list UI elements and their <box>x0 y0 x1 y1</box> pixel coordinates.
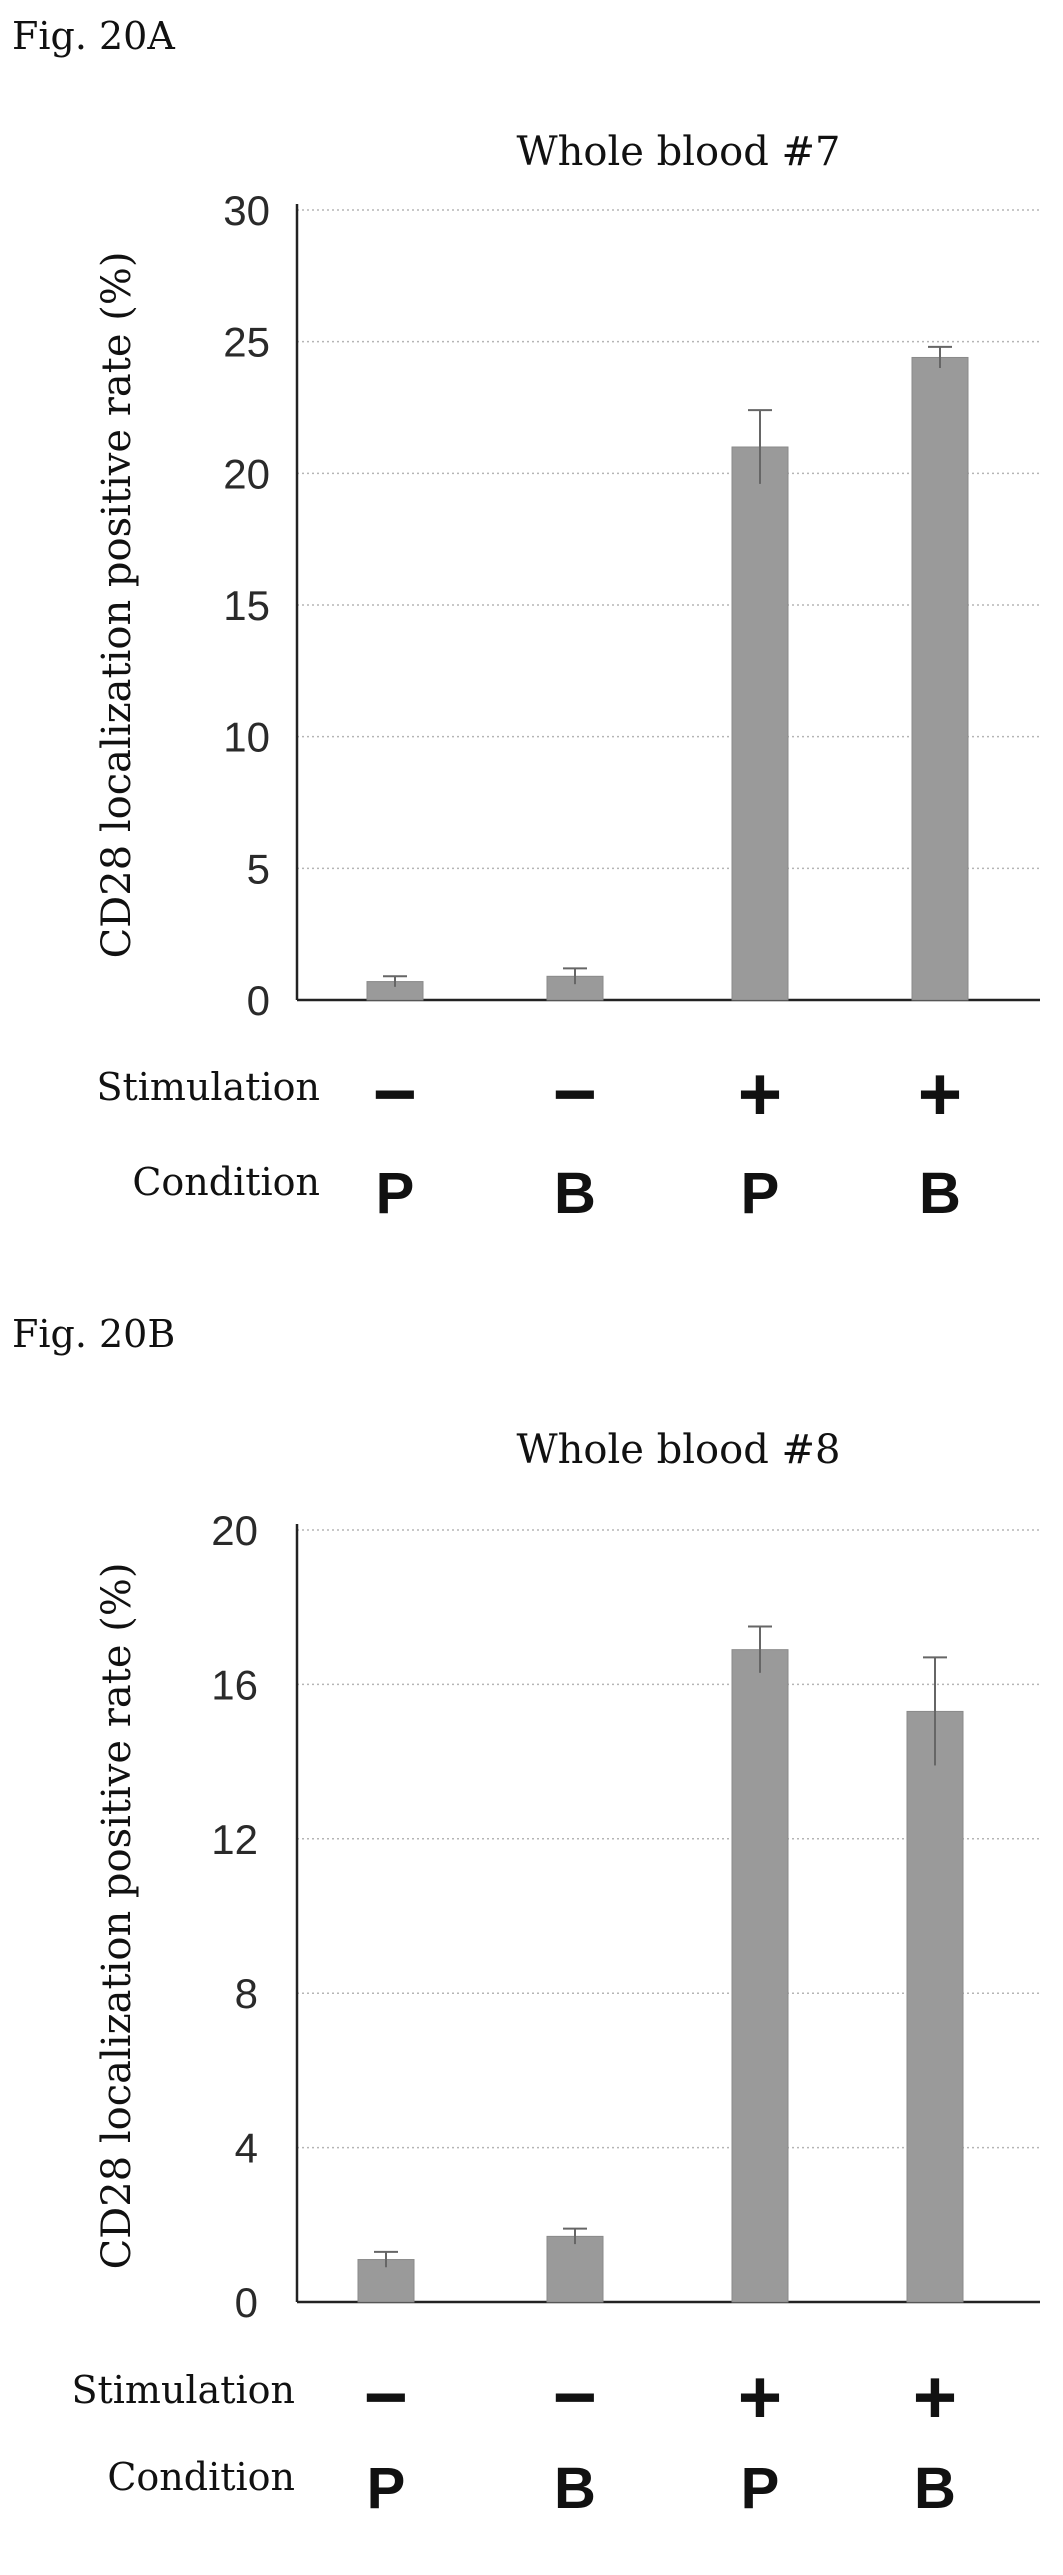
stimulation-value-label: − <box>553 1052 597 1137</box>
stimulation-value-label: − <box>373 1052 417 1137</box>
condition-row-label: Condition <box>107 2455 295 2499</box>
stimulation-value-label: + <box>738 2355 782 2440</box>
y-axis-label: CD28 localization positive rate (%) <box>94 1563 140 2270</box>
y-axis-label: CD28 localization positive rate (%) <box>94 252 140 959</box>
bar <box>912 357 968 1000</box>
y-tick-label: 20 <box>211 1507 258 1554</box>
y-tick-label: 8 <box>235 1970 258 2017</box>
condition-value-label: P <box>741 2456 780 2521</box>
stimulation-value-label: − <box>364 2355 408 2440</box>
stimulation-value-label: − <box>553 2355 597 2440</box>
condition-row-label: Condition <box>132 1160 320 1204</box>
y-tick-label: 20 <box>223 450 270 497</box>
bar <box>547 2236 603 2302</box>
stimulation-row-label: Stimulation <box>71 2368 295 2412</box>
condition-value-label: B <box>914 2456 956 2521</box>
stimulation-value-label: + <box>738 1052 782 1137</box>
bar <box>732 1650 788 2302</box>
y-tick-label: 16 <box>211 1661 258 1708</box>
condition-value-label: B <box>919 1161 961 1226</box>
condition-value-label: B <box>554 1161 596 1226</box>
bar-chart-whole-blood-8: Whole blood #8 0 4 8 12 16 20 CD28 localization… <box>0 1300 1063 2575</box>
condition-value-label: P <box>741 1161 780 1226</box>
y-tick-label: 5 <box>247 845 270 892</box>
stimulation-row-label: Stimulation <box>96 1065 320 1109</box>
chart-title: Whole blood #7 <box>517 129 841 175</box>
y-tick-label: 0 <box>235 2279 258 2326</box>
y-tick-label: 15 <box>223 582 270 629</box>
condition-value-label: B <box>554 2456 596 2521</box>
y-tick-label: 12 <box>211 1816 258 1863</box>
bar-chart-whole-blood-7: Whole blood #7 0 5 10 15 20 25 30 CD28 localizat… <box>0 0 1063 1280</box>
stimulation-value-label: + <box>918 1052 962 1137</box>
y-tick-label: 4 <box>235 2125 258 2172</box>
bar <box>907 1711 963 2302</box>
condition-value-label: P <box>376 1161 415 1226</box>
y-tick-label: 25 <box>223 319 270 366</box>
y-tick-label: 30 <box>223 187 270 234</box>
y-tick-label: 0 <box>247 977 270 1024</box>
condition-value-label: P <box>367 2456 406 2521</box>
bar <box>732 447 788 1000</box>
chart-title: Whole blood #8 <box>517 1427 841 1473</box>
stimulation-value-label: + <box>913 2355 957 2440</box>
y-tick-label: 10 <box>223 714 270 761</box>
